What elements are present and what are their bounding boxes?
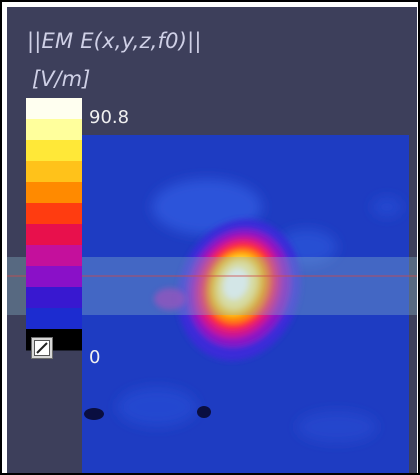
dark-speck-1 xyxy=(84,408,104,420)
colorbar xyxy=(26,98,82,351)
colorbar-swatch xyxy=(26,98,82,120)
colorbar-swatch xyxy=(26,287,82,309)
field-viewport[interactable]: ||EM E(x,y,z,f0)|| [V/m] 90.8 0 xyxy=(7,7,417,473)
field-plot xyxy=(7,98,417,473)
colorbar-swatch xyxy=(26,245,82,267)
quantity-title: ||EM E(x,y,z,f0)|| xyxy=(27,29,202,53)
colorbar-swatch xyxy=(26,224,82,246)
dark-speck-2 xyxy=(197,406,211,418)
colorbar-swatch xyxy=(26,266,82,288)
colorbar-max-label: 90.8 xyxy=(89,107,130,128)
colorbar-swatch xyxy=(26,203,82,225)
colorbar-swatch xyxy=(26,140,82,162)
colorbar-swatch xyxy=(26,161,82,183)
edit-colormap-icon xyxy=(34,340,50,356)
colorbar-min-label: 0 xyxy=(89,347,101,368)
colorbar-swatch xyxy=(26,119,82,141)
colorbar-swatch xyxy=(26,308,82,330)
field-minor-spot xyxy=(154,288,186,310)
colorbar-swatch xyxy=(26,182,82,204)
unit-label: [V/m] xyxy=(32,67,91,91)
edit-colormap-button[interactable] xyxy=(31,337,53,359)
field-hotspot xyxy=(177,219,301,361)
